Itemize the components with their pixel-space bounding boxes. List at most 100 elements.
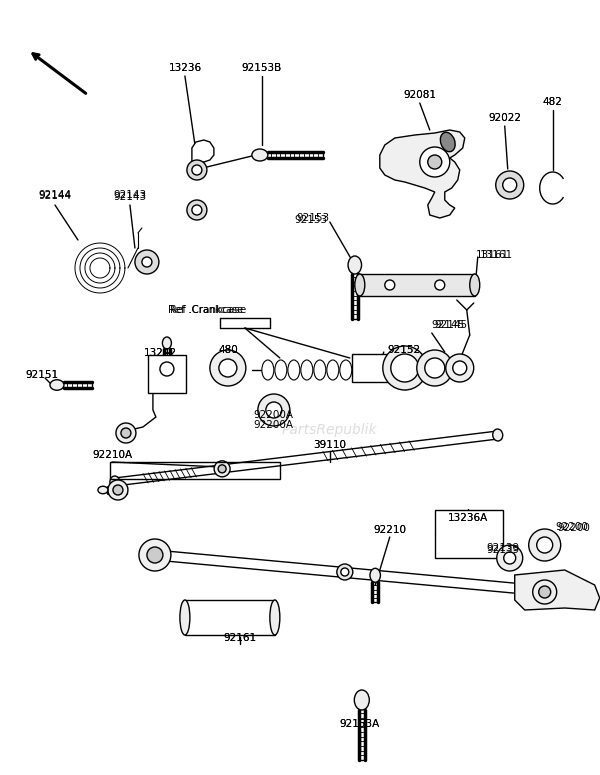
Text: PartsRepublik: PartsRepublik: [282, 423, 377, 437]
Text: 92152: 92152: [388, 345, 421, 355]
Text: 92152: 92152: [388, 345, 421, 355]
Circle shape: [539, 586, 551, 598]
Circle shape: [533, 580, 557, 604]
Text: 13236: 13236: [169, 63, 202, 73]
Text: 92153: 92153: [295, 215, 328, 225]
Text: 13161: 13161: [476, 250, 509, 260]
Ellipse shape: [493, 429, 503, 441]
Text: 92210: 92210: [373, 525, 406, 535]
Ellipse shape: [370, 568, 380, 582]
Text: 92144: 92144: [38, 191, 71, 201]
Bar: [435, 510, 503, 558]
Circle shape: [383, 346, 427, 390]
Text: 92153B: 92153B: [242, 63, 282, 73]
Polygon shape: [192, 140, 214, 170]
Ellipse shape: [355, 690, 369, 710]
Circle shape: [504, 552, 516, 564]
Circle shape: [147, 547, 163, 563]
Text: 92200A: 92200A: [254, 420, 294, 430]
Text: 480: 480: [218, 345, 238, 355]
Text: 482: 482: [543, 97, 563, 107]
Text: 92210A: 92210A: [92, 450, 132, 460]
Ellipse shape: [301, 360, 313, 380]
Ellipse shape: [163, 337, 172, 349]
Text: 92153: 92153: [296, 213, 330, 223]
Text: 92161: 92161: [223, 633, 256, 643]
Circle shape: [341, 568, 349, 576]
Text: Ref .Crankcase: Ref .Crankcase: [170, 305, 243, 315]
Text: 92210: 92210: [373, 525, 406, 535]
Circle shape: [192, 165, 202, 175]
Text: 39110: 39110: [313, 440, 346, 450]
Bar: [360, 274, 475, 296]
Circle shape: [219, 359, 237, 377]
Circle shape: [503, 178, 517, 192]
Circle shape: [453, 361, 467, 375]
Circle shape: [160, 362, 174, 376]
Text: 92022: 92022: [488, 113, 521, 123]
Text: 92153A: 92153A: [340, 719, 380, 729]
Text: 92081: 92081: [403, 90, 436, 100]
Circle shape: [214, 461, 230, 477]
Text: 92151: 92151: [25, 370, 59, 380]
Circle shape: [210, 350, 246, 386]
Circle shape: [529, 529, 560, 561]
Circle shape: [337, 564, 353, 580]
Circle shape: [497, 545, 523, 571]
Ellipse shape: [340, 360, 352, 380]
Circle shape: [446, 354, 474, 382]
Circle shape: [192, 205, 202, 215]
Circle shape: [187, 200, 207, 220]
Bar: [185, 600, 275, 635]
Text: 92200A: 92200A: [254, 410, 294, 420]
Circle shape: [135, 250, 159, 274]
Text: 92143: 92143: [113, 192, 146, 202]
Circle shape: [139, 539, 171, 571]
Circle shape: [496, 171, 524, 199]
Circle shape: [537, 537, 553, 553]
Text: 13161: 13161: [480, 250, 513, 260]
Text: 92153B: 92153B: [242, 63, 282, 73]
Text: 480: 480: [218, 345, 238, 355]
Ellipse shape: [348, 256, 362, 274]
Text: 92139: 92139: [486, 543, 519, 553]
Circle shape: [121, 428, 131, 438]
Polygon shape: [380, 130, 465, 218]
Circle shape: [425, 358, 445, 378]
Ellipse shape: [470, 274, 480, 296]
Text: 92151: 92151: [25, 370, 59, 380]
Text: 92022: 92022: [488, 113, 521, 123]
Text: 92200: 92200: [556, 522, 589, 532]
Circle shape: [420, 147, 450, 177]
Ellipse shape: [355, 274, 365, 296]
Circle shape: [417, 350, 453, 386]
Text: 13236A: 13236A: [448, 513, 488, 523]
Text: 92081: 92081: [403, 90, 436, 100]
Text: Ref .Crankcase: Ref .Crankcase: [168, 305, 246, 315]
Circle shape: [428, 155, 442, 169]
Circle shape: [258, 394, 290, 426]
Text: 92161: 92161: [223, 633, 256, 643]
Bar: [148, 355, 186, 393]
Circle shape: [385, 280, 395, 290]
Circle shape: [391, 354, 419, 382]
Ellipse shape: [110, 476, 120, 488]
Ellipse shape: [262, 360, 274, 380]
Text: 92145: 92145: [435, 320, 468, 330]
Bar: [352, 354, 390, 382]
Ellipse shape: [275, 360, 287, 380]
Text: 92200: 92200: [557, 523, 590, 533]
Text: 13236: 13236: [169, 63, 202, 73]
Ellipse shape: [270, 600, 280, 635]
Text: 482: 482: [543, 97, 563, 107]
Text: 39110: 39110: [313, 440, 346, 450]
Ellipse shape: [180, 600, 190, 635]
Circle shape: [266, 402, 282, 418]
Text: 92139: 92139: [486, 545, 519, 555]
Ellipse shape: [314, 360, 326, 380]
Ellipse shape: [50, 380, 64, 391]
Circle shape: [142, 257, 152, 267]
Text: 92153A: 92153A: [340, 719, 380, 729]
Text: 13242: 13242: [143, 348, 176, 358]
Ellipse shape: [98, 486, 108, 494]
